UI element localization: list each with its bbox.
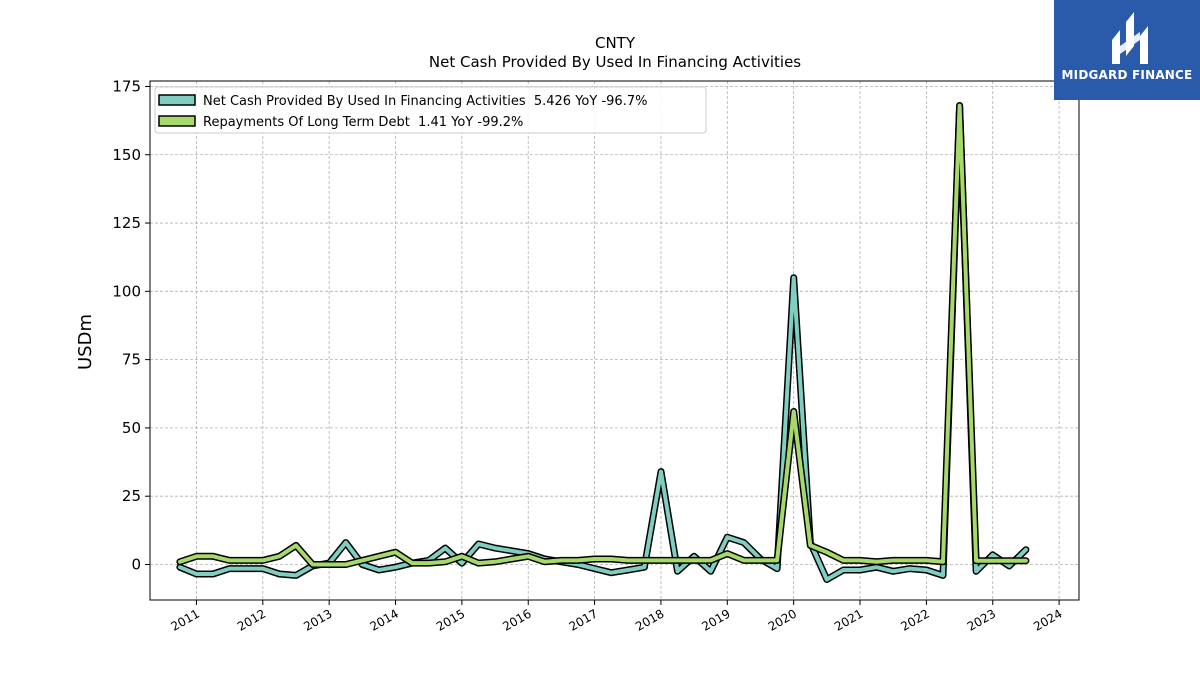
legend-box	[154, 86, 707, 134]
series-lines	[176, 102, 1030, 583]
brand-logo: MIDGARD FINANCE	[1054, 0, 1200, 100]
y-tick-label: 75	[122, 351, 141, 369]
x-tick-label: 2012	[235, 606, 268, 633]
y-tick-label: 0	[131, 555, 141, 573]
x-tick-label: 2014	[368, 606, 401, 633]
legend-label-financing: Net Cash Provided By Used In Financing A…	[203, 94, 647, 109]
x-tick-label: 2016	[500, 606, 533, 633]
x-tick-label: 2015	[434, 606, 467, 633]
series-line-1	[177, 103, 1028, 567]
gridlines	[150, 81, 1079, 600]
x-tick-label: 2021	[832, 606, 865, 633]
x-tick-label: 2023	[965, 606, 998, 633]
x-tick-label: 2020	[766, 606, 799, 633]
chart-subtitle: Net Cash Provided By Used In Financing A…	[429, 53, 801, 71]
y-tick-label: 125	[112, 214, 141, 232]
axis-ticks: 0 25 50 75 100 125 150 175 2011 2012 2013 2014 2015 2…	[112, 77, 1064, 633]
legend-swatch-repayments	[158, 115, 196, 127]
series-line-0	[177, 103, 1028, 582]
brand-name: MIDGARD FINANCE	[1061, 68, 1193, 82]
y-tick-label: 175	[112, 77, 141, 95]
midgard-monogram-icon	[1112, 12, 1148, 64]
y-axis-label: USDm	[75, 314, 96, 370]
x-tick-label: 2018	[633, 606, 666, 633]
y-tick-label: 150	[112, 146, 141, 164]
x-tick-label: 2011	[168, 606, 201, 633]
y-tick-label: 25	[122, 487, 141, 505]
legend-label-repayments: Repayments Of Long Term Debt 1.41 YoY -9…	[203, 115, 523, 130]
x-tick-label: 2013	[301, 606, 334, 633]
x-tick-label: 2017	[567, 606, 600, 633]
legend: Net Cash Provided By Used In Financing A…	[154, 86, 707, 134]
legend-swatch-financing	[158, 94, 196, 106]
y-tick-label: 50	[122, 419, 141, 437]
x-tick-label: 2019	[699, 606, 732, 633]
series-outline-1	[176, 102, 1030, 568]
plot-frame	[149, 80, 1080, 601]
y-tick-label: 100	[112, 282, 141, 300]
chart-title: CNTY	[595, 34, 636, 52]
x-tick-label: 2022	[898, 606, 931, 633]
x-tick-label: 2024	[1031, 606, 1064, 633]
series-outline-0	[176, 102, 1030, 583]
